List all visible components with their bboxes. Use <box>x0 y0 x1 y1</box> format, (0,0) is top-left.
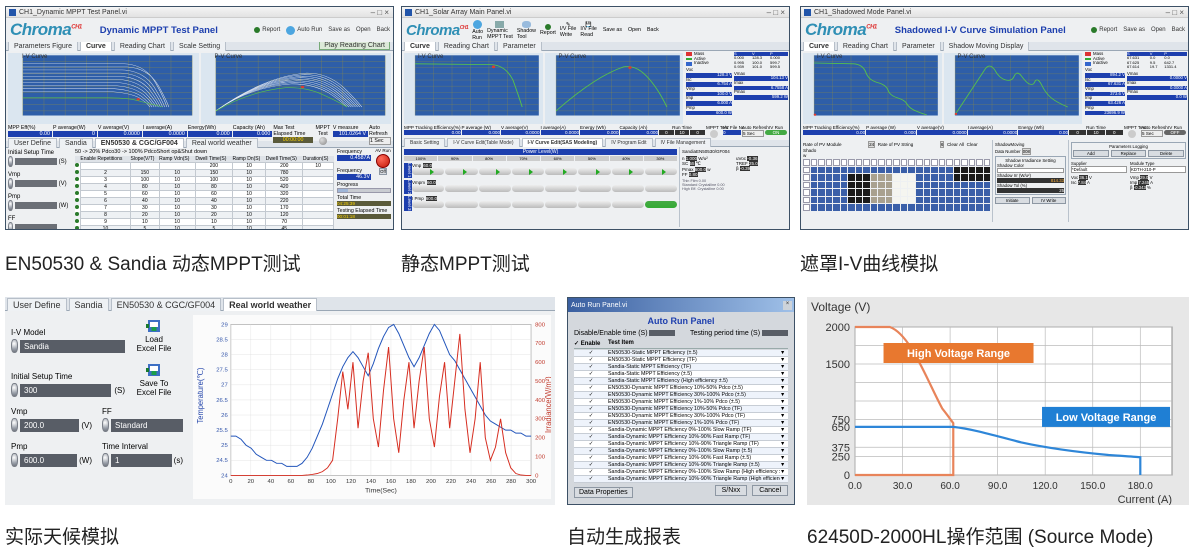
svg-text:27: 27 <box>221 383 228 389</box>
svg-text:0: 0 <box>535 473 538 479</box>
svg-text:280: 280 <box>506 479 516 485</box>
svg-text:2000: 2000 <box>826 322 850 334</box>
svg-text:90.0: 90.0 <box>988 481 1008 492</box>
svg-text:28: 28 <box>221 353 228 359</box>
svg-text:26.5: 26.5 <box>216 398 228 404</box>
svg-text:1500: 1500 <box>826 359 850 371</box>
svg-text:60: 60 <box>288 479 295 485</box>
svg-text:100: 100 <box>326 479 336 485</box>
svg-text:20: 20 <box>248 479 255 485</box>
svg-text:150.0: 150.0 <box>1080 481 1105 492</box>
svg-text:Low Voltage Range: Low Voltage Range <box>1056 412 1157 424</box>
svg-text:25.5: 25.5 <box>216 428 228 434</box>
svg-text:Time(Sec): Time(Sec) <box>365 488 397 495</box>
svg-text:24.5: 24.5 <box>216 458 228 464</box>
svg-text:250: 250 <box>832 452 850 464</box>
svg-text:200: 200 <box>426 479 436 485</box>
svg-text:0.0: 0.0 <box>848 481 862 492</box>
svg-text:25: 25 <box>221 443 228 449</box>
svg-text:180.0: 180.0 <box>1128 481 1153 492</box>
svg-text:26: 26 <box>221 413 228 419</box>
svg-text:120.0: 120.0 <box>1033 481 1058 492</box>
svg-text:200: 200 <box>535 436 545 442</box>
svg-text:27.5: 27.5 <box>216 368 228 374</box>
svg-text:80: 80 <box>308 479 315 485</box>
svg-text:650: 650 <box>832 422 850 434</box>
svg-text:0: 0 <box>229 479 232 485</box>
svg-text:Irradiance(W/m²): Irradiance(W/m²) <box>544 376 551 433</box>
svg-text:600: 600 <box>535 360 545 366</box>
svg-text:High Voltage Range: High Voltage Range <box>907 348 1010 360</box>
svg-text:700: 700 <box>535 341 545 347</box>
svg-text:300: 300 <box>526 479 536 485</box>
svg-text:Current (A): Current (A) <box>1118 494 1172 505</box>
svg-text:120: 120 <box>346 479 356 485</box>
svg-text:Voltage (V): Voltage (V) <box>811 300 870 314</box>
svg-text:800: 800 <box>535 322 545 328</box>
svg-text:28.5: 28.5 <box>216 338 228 344</box>
svg-text:220: 220 <box>446 479 456 485</box>
svg-text:240: 240 <box>466 479 476 485</box>
svg-text:100: 100 <box>535 455 545 461</box>
svg-text:260: 260 <box>486 479 496 485</box>
svg-text:160: 160 <box>386 479 396 485</box>
svg-text:24: 24 <box>221 473 228 479</box>
svg-text:30.0: 30.0 <box>893 481 913 492</box>
svg-text:140: 140 <box>366 479 376 485</box>
svg-text:180: 180 <box>406 479 416 485</box>
svg-text:60.0: 60.0 <box>940 481 960 492</box>
svg-text:29: 29 <box>221 322 228 328</box>
svg-text:Temperature(℃): Temperature(℃) <box>196 367 205 423</box>
svg-text:40: 40 <box>268 479 275 485</box>
